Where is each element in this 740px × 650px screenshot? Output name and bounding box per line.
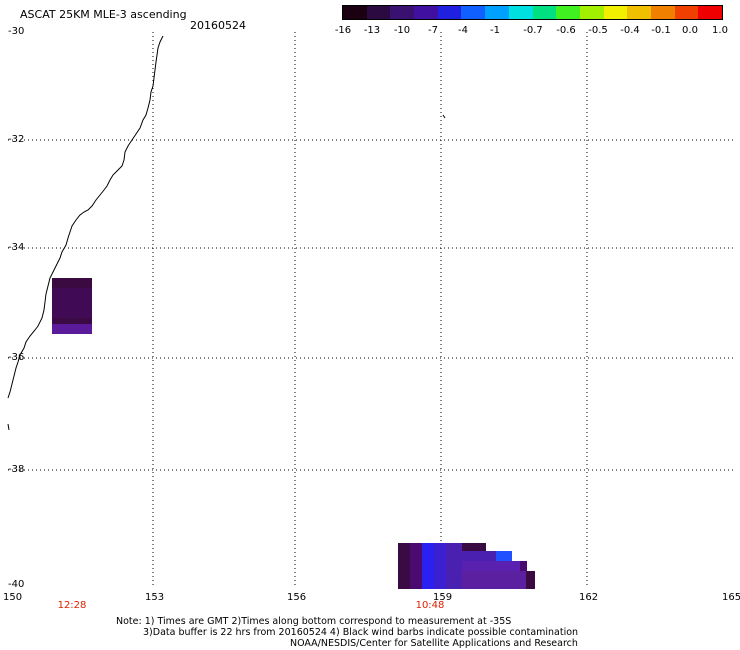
note-line-1: Note: 1) Times are GMT 2)Times along bot… bbox=[116, 616, 512, 627]
scale-label: -1 bbox=[490, 25, 500, 36]
color-swatch bbox=[343, 6, 367, 19]
color-swatch bbox=[579, 6, 604, 19]
swath-cell bbox=[496, 551, 512, 561]
swath-cell bbox=[52, 288, 92, 318]
swath-cell bbox=[422, 543, 434, 589]
pass-time-label: 10:48 bbox=[415, 600, 445, 611]
x-axis-label: 159 bbox=[433, 592, 453, 603]
swath-cell bbox=[462, 543, 486, 551]
swath-cell bbox=[526, 571, 535, 589]
color-swatch bbox=[390, 6, 415, 19]
color-swatch bbox=[698, 6, 722, 19]
note-line-3: NOAA/NESDIS/Center for Satellite Applica… bbox=[290, 638, 578, 649]
coastline-islet bbox=[7, 423, 10, 431]
map-date: 20160524 bbox=[190, 19, 246, 32]
color-swatch bbox=[508, 6, 533, 19]
color-swatch bbox=[556, 6, 580, 19]
y-axis-label: -34 bbox=[8, 242, 25, 253]
swath-cell bbox=[520, 561, 527, 571]
scale-label: -0.6 bbox=[556, 25, 576, 36]
data-swath-left bbox=[52, 278, 92, 334]
color-swatch bbox=[366, 6, 391, 19]
x-axis-label: 150 bbox=[3, 592, 23, 603]
scale-label: 0.0 bbox=[682, 25, 698, 36]
x-axis-label: 165 bbox=[722, 592, 740, 603]
data-swath-right bbox=[398, 543, 535, 589]
swath-cell bbox=[446, 543, 462, 589]
swath-cell bbox=[434, 543, 446, 589]
scale-label: -0.4 bbox=[620, 25, 640, 36]
scale-label: 1.0 bbox=[712, 25, 728, 36]
map-title: ASCAT 25KM MLE-3 ascending bbox=[20, 8, 187, 21]
offshore-islet bbox=[442, 114, 446, 119]
swath-cell bbox=[52, 318, 92, 324]
color-swatch bbox=[485, 6, 509, 19]
scale-label: -0.1 bbox=[651, 25, 671, 36]
x-axis-label: 156 bbox=[287, 592, 307, 603]
swath-cell bbox=[462, 551, 496, 561]
swath-cell bbox=[52, 324, 92, 334]
note-line-2: 3)Data buffer is 22 hrs from 20160524 4)… bbox=[143, 627, 579, 638]
scale-label: -0.7 bbox=[523, 25, 543, 36]
color-swatch bbox=[437, 6, 462, 19]
swath-cell bbox=[462, 571, 526, 589]
coastline bbox=[7, 35, 164, 399]
y-axis-label: -40 bbox=[8, 579, 25, 590]
scale-label: -13 bbox=[363, 25, 381, 36]
color-swatch bbox=[532, 6, 557, 19]
y-axis-label: -32 bbox=[8, 134, 25, 145]
swath-cell bbox=[398, 543, 410, 589]
scale-label: -7 bbox=[428, 25, 438, 36]
color-swatch bbox=[627, 6, 651, 19]
color-swatch bbox=[414, 6, 438, 19]
scale-label: -0.5 bbox=[588, 25, 608, 36]
scale-label: -16 bbox=[334, 25, 352, 36]
color-swatch bbox=[461, 6, 486, 19]
gridlines bbox=[8, 32, 734, 588]
scale-label: -10 bbox=[393, 25, 411, 36]
color-scale-bar bbox=[342, 5, 723, 20]
swath-cell bbox=[410, 543, 422, 589]
y-axis-label: -38 bbox=[8, 464, 25, 475]
pass-time-label: 12:28 bbox=[57, 600, 87, 611]
swath-cell bbox=[52, 278, 92, 288]
y-axis-label: -30 bbox=[8, 26, 25, 37]
y-axis-label: -36 bbox=[8, 352, 25, 363]
color-swatch bbox=[650, 6, 675, 19]
x-axis-label: 153 bbox=[145, 592, 165, 603]
x-axis-label: 162 bbox=[579, 592, 599, 603]
color-swatch bbox=[603, 6, 628, 19]
color-swatch bbox=[674, 6, 699, 19]
scale-label: -4 bbox=[458, 25, 468, 36]
swath-cell bbox=[462, 561, 520, 571]
